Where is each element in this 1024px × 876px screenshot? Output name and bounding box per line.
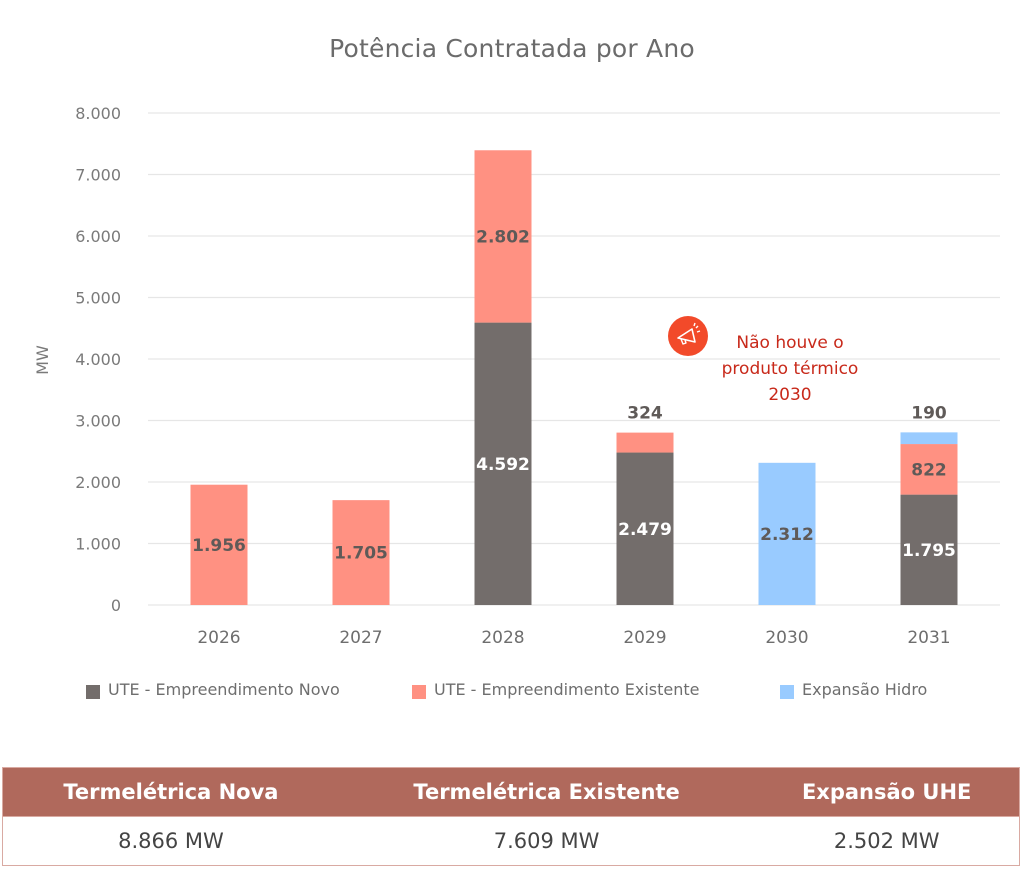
bar-segment xyxy=(900,444,958,495)
data-label: 2.479 xyxy=(618,520,672,540)
chart-annotation: Não houve o produto térmico 2030 xyxy=(690,330,890,408)
y-tick-label: 4.000 xyxy=(75,350,121,369)
data-label: 4.592 xyxy=(476,455,530,475)
bar-segment xyxy=(758,462,816,605)
y-tick-label: 1.000 xyxy=(75,535,121,554)
megaphone-icon xyxy=(668,316,708,356)
bars xyxy=(190,150,958,605)
legend-item: Expansão Hidro xyxy=(780,680,927,699)
data-labels: 1.956 1.705 4.592 2.802 2.479 324 2.312 1.795 82… xyxy=(192,227,956,563)
bar-segment xyxy=(190,484,248,605)
data-label: 2.312 xyxy=(760,525,814,545)
data-label: 1.956 xyxy=(192,536,246,556)
legend-label: UTE - Empreendimento Existente xyxy=(434,680,700,699)
y-tick-label: 0 xyxy=(111,596,121,615)
y-axis-label: MW xyxy=(33,345,52,375)
bar-segment xyxy=(474,150,532,323)
x-tick-label: 2030 xyxy=(765,628,808,648)
bar-segment xyxy=(900,494,958,605)
y-tick-label: 8.000 xyxy=(75,104,121,123)
annotation-line: Não houve o xyxy=(736,333,844,353)
summary-table: Termelétrica Nova Termelétrica Existente… xyxy=(2,767,1020,866)
x-tick-label: 2028 xyxy=(481,628,524,648)
y-tick-label: 6.000 xyxy=(75,227,121,246)
chart-plot: 0 1.000 2.000 3.000 4.000 5.000 6.000 7.000 8.00… xyxy=(33,104,1000,648)
summary-header: Expansão UHE xyxy=(754,767,1020,817)
summary-value: 2.502 MW xyxy=(754,816,1020,866)
summary-header-row: Termelétrica Nova Termelétrica Existente… xyxy=(2,767,1020,817)
legend-label: UTE - Empreendimento Novo xyxy=(108,680,340,699)
data-label: 2.802 xyxy=(476,227,530,247)
legend-label: Expansão Hidro xyxy=(802,680,928,699)
legend-item: UTE - Empreendimento Existente xyxy=(412,680,700,699)
x-tick-label: 2026 xyxy=(197,628,240,648)
legend-item: UTE - Empreendimento Novo xyxy=(86,680,340,699)
y-tick-label: 5.000 xyxy=(75,289,121,308)
bar-segment xyxy=(616,452,674,605)
x-tick-label: 2027 xyxy=(339,628,382,648)
y-tick-label: 2.000 xyxy=(75,473,121,492)
summary-value: 7.609 MW xyxy=(338,816,755,866)
legend-swatch xyxy=(86,684,100,699)
summary-value-row: 8.866 MW 7.609 MW 2.502 MW xyxy=(2,816,1020,866)
data-label: 190 xyxy=(911,403,947,423)
data-label: 1.795 xyxy=(902,541,956,561)
annotation-line: produto térmico xyxy=(721,359,859,379)
x-tick-label: 2029 xyxy=(623,628,666,648)
y-tick-label: 7.000 xyxy=(75,166,121,185)
bar-segment xyxy=(900,432,958,445)
bar-segment xyxy=(332,500,390,605)
summary-header: Termelétrica Nova xyxy=(2,767,339,817)
data-label: 822 xyxy=(911,460,947,480)
chart-legend: UTE - Empreendimento Novo UTE - Empreend… xyxy=(86,680,986,704)
x-axis-ticks: 2026 2027 2028 2029 2030 2031 xyxy=(197,628,950,648)
legend-swatch xyxy=(412,684,426,699)
bar-segment xyxy=(616,432,674,453)
gridlines xyxy=(148,112,1000,606)
annotation-line: 2030 xyxy=(768,385,812,405)
x-tick-label: 2031 xyxy=(907,628,950,648)
bar-segment xyxy=(474,322,532,605)
y-axis-ticks: 0 1.000 2.000 3.000 4.000 5.000 6.000 7.000 8.00… xyxy=(75,104,121,615)
legend-swatch xyxy=(780,684,794,699)
chart-title: Potência Contratada por Ano xyxy=(329,34,695,63)
y-tick-label: 3.000 xyxy=(75,412,121,431)
summary-value: 8.866 MW xyxy=(2,816,339,866)
summary-header: Termelétrica Existente xyxy=(338,767,755,817)
data-label: 1.705 xyxy=(334,544,388,564)
data-label: 324 xyxy=(627,404,663,424)
